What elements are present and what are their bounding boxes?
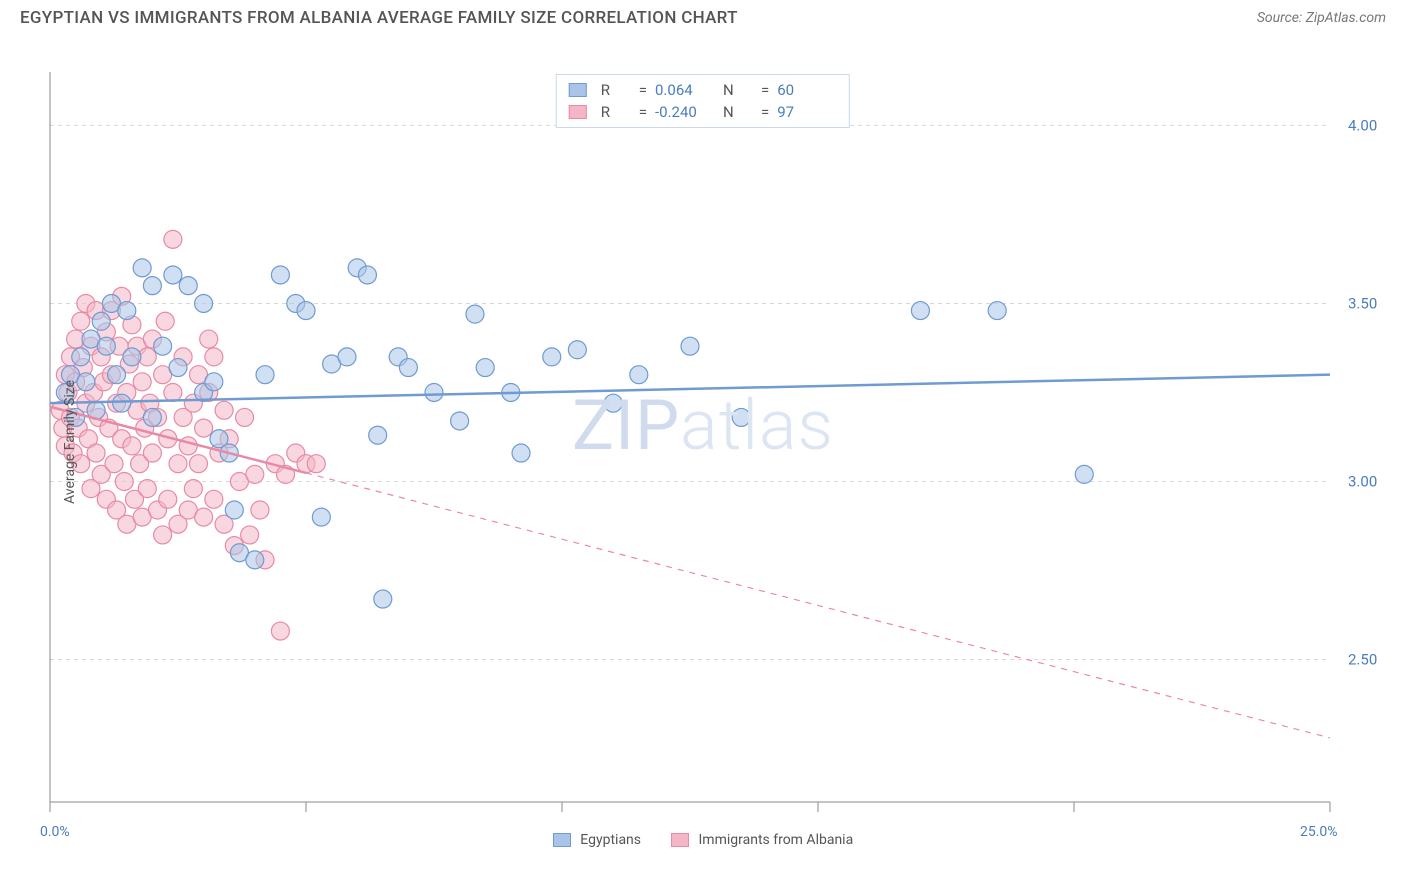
svg-text:2.50: 2.50: [1348, 651, 1377, 669]
legend-swatch: [569, 83, 587, 97]
legend-label: Egyptians: [580, 832, 641, 848]
x-axis-min-label: 0.0%: [40, 824, 70, 840]
legend-swatch: [553, 833, 571, 847]
svg-text:3.00: 3.00: [1348, 473, 1377, 491]
legend-swatch: [569, 105, 587, 119]
legend-label: Immigrants from Albania: [699, 832, 854, 848]
y-axis-label: Average Family Size: [62, 380, 78, 504]
n-value: 60: [777, 81, 837, 99]
svg-text:4.00: 4.00: [1348, 116, 1377, 134]
correlation-legend: R= 0.064 N= 60 R= -0.240 N= 97: [556, 74, 850, 128]
legend-item: Immigrants from Albania: [671, 832, 853, 848]
chart-title: EGYPTIAN VS IMMIGRANTS FROM ALBANIA AVER…: [20, 8, 738, 28]
legend-row: R= 0.064 N= 60: [569, 79, 837, 101]
x-axis-max-label: 25.0%: [1300, 824, 1338, 840]
r-value: 0.064: [655, 81, 715, 99]
legend-swatch: [671, 833, 689, 847]
svg-text:3.50: 3.50: [1348, 294, 1377, 312]
legend-item: Egyptians: [553, 832, 641, 848]
legend-row: R= -0.240 N= 97: [569, 101, 837, 123]
chart-area: Average Family Size ZIPatlas 2.503.003.5…: [0, 32, 1406, 852]
scatter-chart: 2.50 3.00 3.50 4.00: [0, 32, 1406, 852]
series-legend: Egyptians Immigrants from Albania: [0, 832, 1406, 848]
r-value: -0.240: [655, 103, 715, 121]
chart-source: Source: ZipAtlas.com: [1257, 10, 1386, 26]
n-value: 97: [777, 103, 837, 121]
chart-header: EGYPTIAN VS IMMIGRANTS FROM ALBANIA AVER…: [0, 0, 1406, 32]
